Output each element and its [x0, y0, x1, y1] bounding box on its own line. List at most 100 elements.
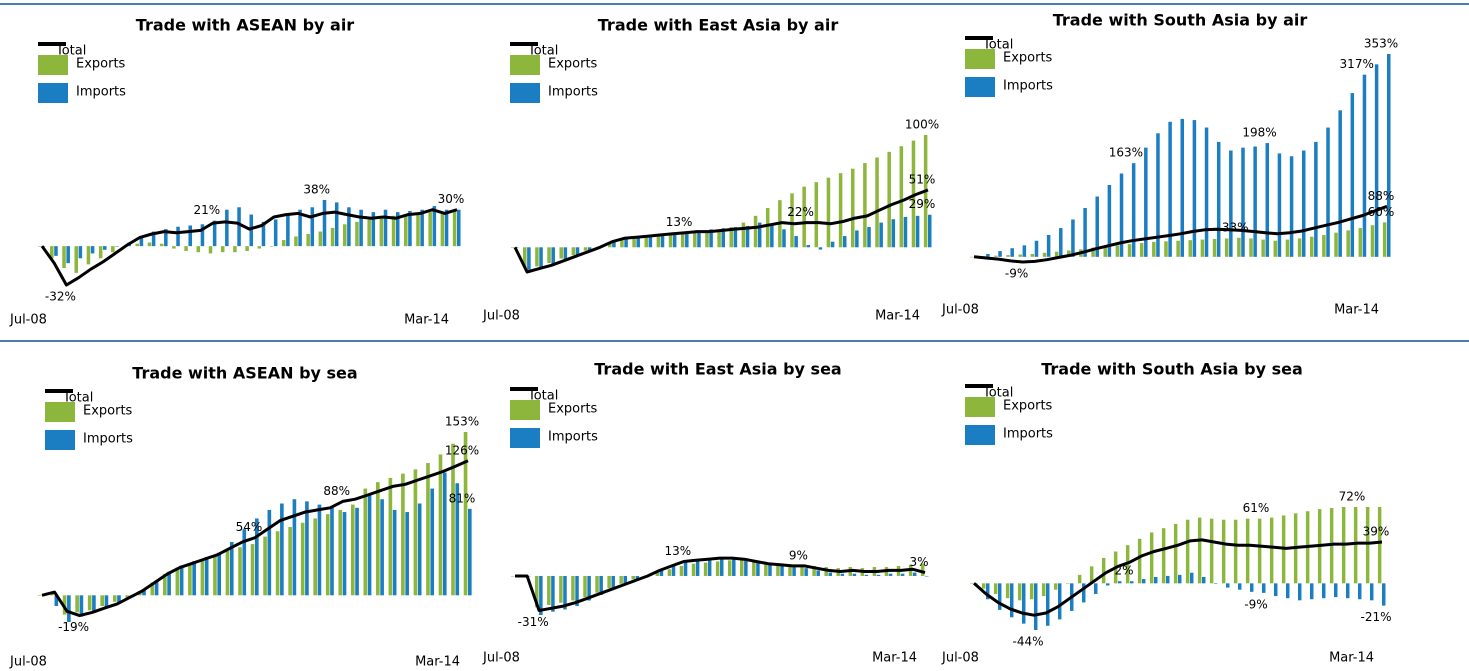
bar: [322, 200, 327, 247]
bar: [587, 575, 591, 601]
bar: [196, 246, 201, 253]
bar: [920, 563, 925, 576]
line: [973, 538, 1383, 617]
bar: [79, 595, 84, 617]
bar: [794, 236, 798, 248]
data-label: 13%: [664, 544, 691, 558]
data-label: 126%: [445, 443, 479, 457]
bar: [806, 245, 811, 248]
bar: [683, 561, 688, 576]
legend-swatch: [38, 83, 68, 103]
bar: [1214, 583, 1218, 584]
bar: [238, 547, 242, 596]
bar: [1346, 583, 1350, 599]
legend-label: Imports: [1003, 79, 1053, 94]
bar: [342, 224, 347, 247]
x-tick-label: Mar-14: [415, 655, 460, 670]
bar: [1387, 54, 1391, 257]
bar: [912, 572, 917, 576]
bar: [812, 565, 816, 576]
bar: [818, 247, 823, 250]
bar: [1185, 519, 1190, 584]
bar: [426, 462, 430, 596]
bar: [1370, 225, 1375, 257]
bar: [376, 482, 380, 596]
bar: [294, 236, 298, 247]
legend-label: Total: [527, 44, 558, 59]
bar: [1346, 230, 1350, 257]
data-label: 61%: [1243, 501, 1270, 515]
legend-label: Exports: [1003, 51, 1053, 66]
bar: [1091, 247, 1095, 257]
bar: [703, 562, 708, 576]
bar: [790, 193, 794, 248]
bar: [1382, 583, 1386, 606]
data-label: 163%: [1109, 146, 1143, 160]
bar: [1137, 538, 1142, 584]
bar: [523, 247, 527, 268]
bar: [440, 212, 445, 247]
bar: [1322, 583, 1326, 599]
bar: [1273, 240, 1278, 257]
bar: [401, 473, 405, 596]
legend-label: Imports: [76, 85, 126, 100]
data-label: 9%: [789, 548, 808, 562]
bar: [1197, 517, 1202, 584]
x-tick-label: Mar-14: [1334, 303, 1379, 318]
bar: [1237, 237, 1241, 257]
legend-label: Imports: [83, 432, 133, 447]
bar: [792, 567, 796, 576]
bar: [571, 575, 575, 601]
bar: [1245, 518, 1250, 584]
bar: [1058, 583, 1062, 620]
bar: [727, 560, 732, 576]
bar: [911, 140, 916, 248]
bar: [305, 501, 309, 596]
legend-label: Imports: [1003, 427, 1053, 442]
legend-label: Exports: [548, 57, 598, 72]
bar: [587, 247, 592, 252]
bar: [619, 575, 623, 584]
bar: [87, 595, 92, 611]
bar: [1274, 583, 1278, 597]
bar: [863, 163, 867, 248]
data-label: 29%: [909, 197, 936, 211]
bar: [599, 575, 603, 595]
legend-label: Total: [527, 389, 558, 404]
bar: [1212, 239, 1217, 257]
data-label: 22%: [787, 205, 814, 219]
bar: [103, 246, 107, 250]
data-label: 51%: [909, 173, 936, 187]
data-label: 72%: [1339, 490, 1366, 504]
legend-swatch: [510, 428, 540, 448]
bar: [1249, 238, 1253, 257]
bar: [636, 236, 640, 248]
bar: [1176, 240, 1180, 257]
bar: [1156, 133, 1160, 257]
bar: [355, 221, 359, 247]
bar: [575, 575, 579, 607]
bar: [1127, 244, 1132, 257]
bar: [707, 558, 712, 576]
legend-swatch: [965, 77, 995, 97]
legend-label: Exports: [76, 57, 126, 72]
x-tick-label: Jul-08: [9, 655, 47, 670]
bar: [852, 573, 857, 576]
bar: [1071, 219, 1075, 257]
bar: [826, 177, 831, 248]
bar: [67, 595, 71, 622]
bar: [1289, 156, 1294, 257]
bar: [379, 217, 384, 247]
bar: [986, 253, 990, 257]
x-tick-label: Mar-14: [1329, 651, 1374, 666]
bar: [245, 246, 249, 251]
bar: [310, 207, 315, 247]
bar: [981, 583, 986, 589]
bar: [563, 247, 568, 261]
bar: [455, 483, 460, 596]
x-tick-label: Jul-08: [941, 303, 979, 318]
bar: [432, 206, 437, 247]
data-label: 39%: [1363, 524, 1390, 538]
bar: [1161, 528, 1166, 584]
